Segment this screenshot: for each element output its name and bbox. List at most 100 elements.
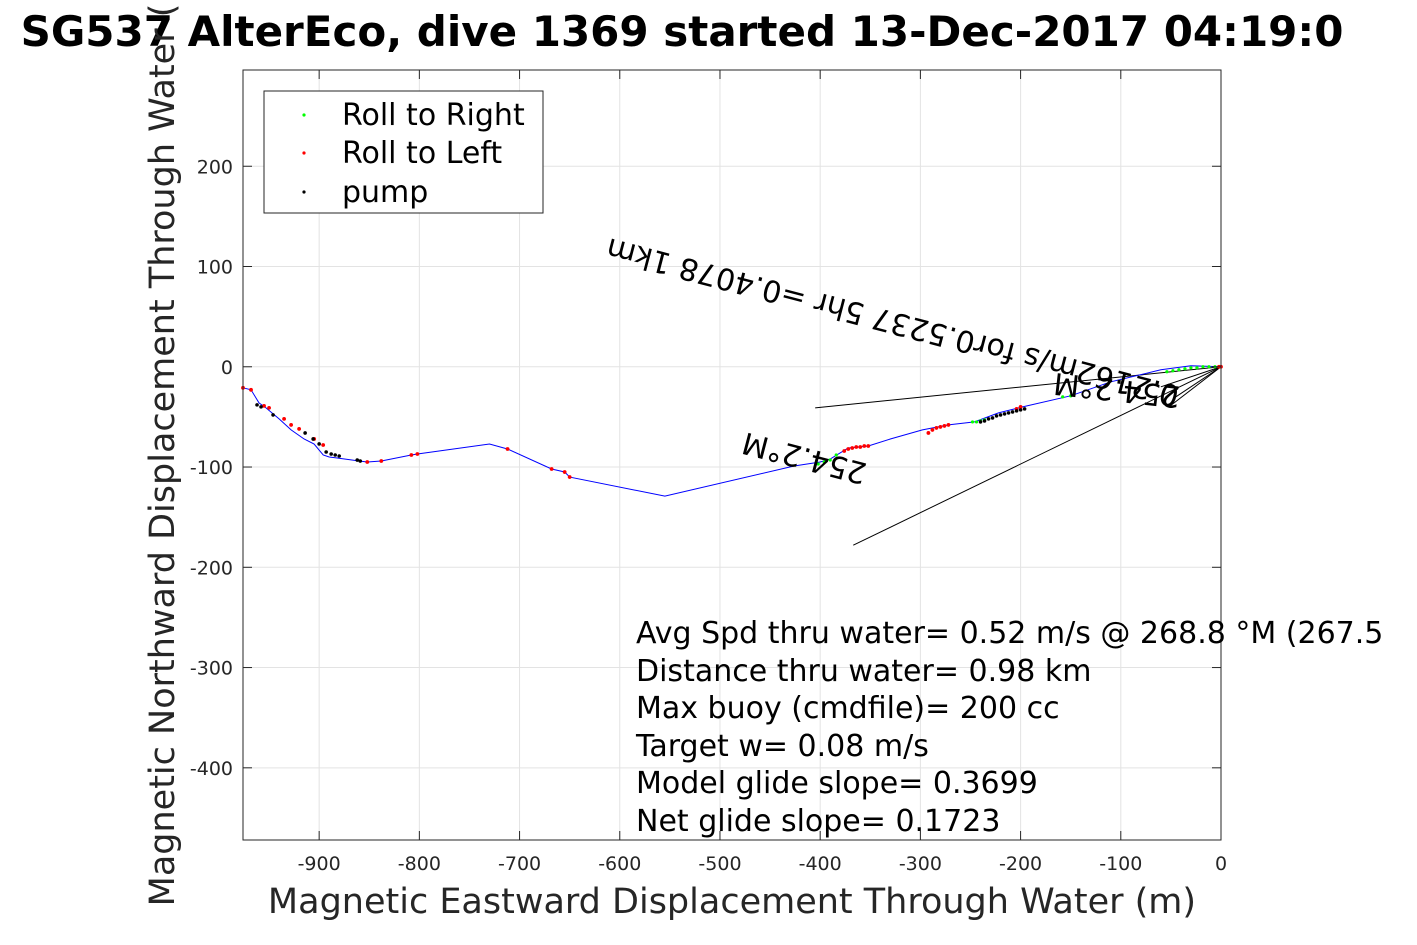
- pump-point: [1010, 410, 1015, 414]
- y-tick-label: 0: [221, 357, 233, 379]
- stat-distance: Distance thru water= 0.98 km: [636, 654, 1091, 689]
- roll-right-point: [974, 420, 979, 424]
- roll-right-point: [1061, 395, 1065, 399]
- roll-right-point: [1165, 370, 1169, 374]
- y-tick-label: -200: [190, 557, 233, 579]
- pump-point: [259, 405, 263, 409]
- legend-label-roll-right: Roll to Right: [342, 98, 525, 133]
- roll-left-point: [946, 423, 951, 427]
- y-tick-label: -400: [190, 758, 233, 780]
- heading-line: [1168, 366, 1222, 408]
- roll-right-point: [1183, 367, 1187, 371]
- series-layer: [241, 364, 1223, 546]
- roll-left-point: [249, 387, 253, 392]
- roll-left-point: [862, 444, 867, 448]
- roll-left-point: [846, 447, 851, 451]
- roll-left-point: [866, 444, 871, 448]
- x-axis-ticks: -900 -800 -700 -600 -500 -400 -300 -200 -100 0: [298, 70, 1227, 875]
- roll-right-point: [1069, 394, 1073, 398]
- chart-title: SG537 AlterEco, dive 1369 started 13-Dec…: [21, 7, 1344, 56]
- roll-left-point: [926, 431, 931, 435]
- roll-left-point: [567, 475, 572, 479]
- heading-line: [815, 366, 1222, 409]
- roll-left-point: [549, 467, 554, 471]
- roll-left-point: [321, 443, 326, 447]
- pump-point: [990, 416, 995, 420]
- roll-left-point: [942, 424, 947, 428]
- pump-point: [1014, 409, 1019, 413]
- pump-point: [271, 413, 275, 417]
- x-tick-label: -500: [698, 853, 741, 875]
- pump-point: [1022, 407, 1027, 411]
- x-tick-label: -800: [398, 853, 441, 875]
- y-tick-label: -300: [190, 658, 233, 680]
- y-axis-ticks: -400 -300 -200 -100 0 100 200: [190, 156, 1221, 780]
- roll-right-point: [1195, 366, 1199, 370]
- roll-left-point: [365, 460, 370, 464]
- roll-right-point: [1201, 365, 1205, 369]
- roll-left-point: [297, 427, 302, 431]
- roll-left-point: [262, 403, 266, 408]
- pump-point: [1018, 408, 1023, 412]
- pump-point: [998, 413, 1003, 417]
- stat-max-buoy: Max buoy (cmdfile)= 200 cc: [636, 691, 1060, 726]
- roll-left-point: [562, 470, 567, 474]
- pump-point: [355, 458, 360, 462]
- roll-right-point: [816, 462, 820, 466]
- pump-point: [978, 420, 983, 424]
- x-tick-label: -300: [899, 853, 942, 875]
- stat-model-glide: Model glide slope= 0.3699: [636, 766, 1038, 801]
- heading-line: [853, 366, 1222, 546]
- stat-target-w: Target w= 0.08 m/s: [635, 729, 929, 764]
- x-tick-label: -700: [498, 853, 541, 875]
- roll-left-point: [289, 423, 293, 427]
- heading-line: [1160, 366, 1222, 388]
- pump-point: [333, 453, 337, 457]
- roll-left-point: [842, 449, 847, 453]
- x-axis-label: Magnetic Eastward Displacement Through W…: [268, 882, 1196, 922]
- legend-label-roll-left: Roll to Left: [342, 136, 502, 171]
- pump-point: [358, 459, 363, 463]
- roll-right-point: [828, 458, 832, 462]
- pump-point: [255, 403, 259, 407]
- y-axis-label: Magnetic Northward Displacement Through …: [143, 4, 183, 907]
- axes-box: [242, 69, 1222, 841]
- x-tick-label: -900: [298, 853, 341, 875]
- roll-left-point: [282, 417, 286, 421]
- x-tick-label: -400: [799, 853, 842, 875]
- roll-left-point: [1018, 404, 1023, 409]
- pump-point: [337, 454, 341, 458]
- roll-left-point: [267, 405, 271, 410]
- pump-point: [311, 437, 315, 441]
- x-tick-label: 0: [1215, 853, 1227, 875]
- pump-point: [317, 442, 321, 446]
- pump-point: [324, 450, 328, 454]
- stat-net-glide: Net glide slope= 0.1723: [636, 804, 1000, 839]
- legend-marker-roll-right: [302, 113, 306, 117]
- heading-line: [1175, 366, 1222, 398]
- legend-marker-pump: [302, 190, 306, 194]
- legend: Roll to Right Roll to Left pump: [263, 90, 544, 214]
- roll-right-point: [970, 420, 975, 424]
- roll-right-point: [822, 460, 826, 464]
- roll-left-point: [505, 447, 510, 451]
- pump-point: [1006, 411, 1011, 415]
- legend-label-pump: pump: [342, 175, 428, 210]
- pump-point: [994, 414, 999, 418]
- roll-left-point: [934, 426, 939, 430]
- x-tick-label: -200: [999, 853, 1042, 875]
- roll-right-point: [1207, 365, 1211, 369]
- roll-left-point: [930, 428, 935, 432]
- legend-box: [263, 90, 544, 214]
- roll-right-point: [834, 453, 838, 457]
- roll-right-point: [1189, 366, 1193, 370]
- legend-marker-roll-left: [302, 151, 306, 155]
- pump-point: [986, 417, 991, 421]
- y-tick-label: 100: [197, 257, 233, 279]
- roll-left-point: [938, 425, 943, 429]
- pump-point: [329, 452, 333, 456]
- y-tick-label: 200: [197, 156, 233, 178]
- pump-point: [1002, 412, 1007, 416]
